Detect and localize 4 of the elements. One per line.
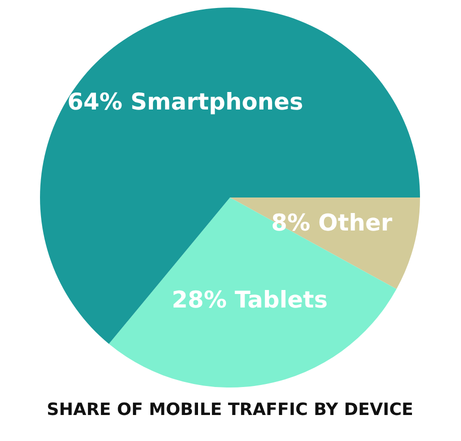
slice-label: 8% Other	[271, 210, 393, 237]
slice-label: 28% Tablets	[172, 288, 328, 314]
text: SHARE OF MOBILE TRAFFIC BY DEVICE	[46, 400, 414, 420]
slice-label: 64% Smartphones	[67, 89, 304, 116]
